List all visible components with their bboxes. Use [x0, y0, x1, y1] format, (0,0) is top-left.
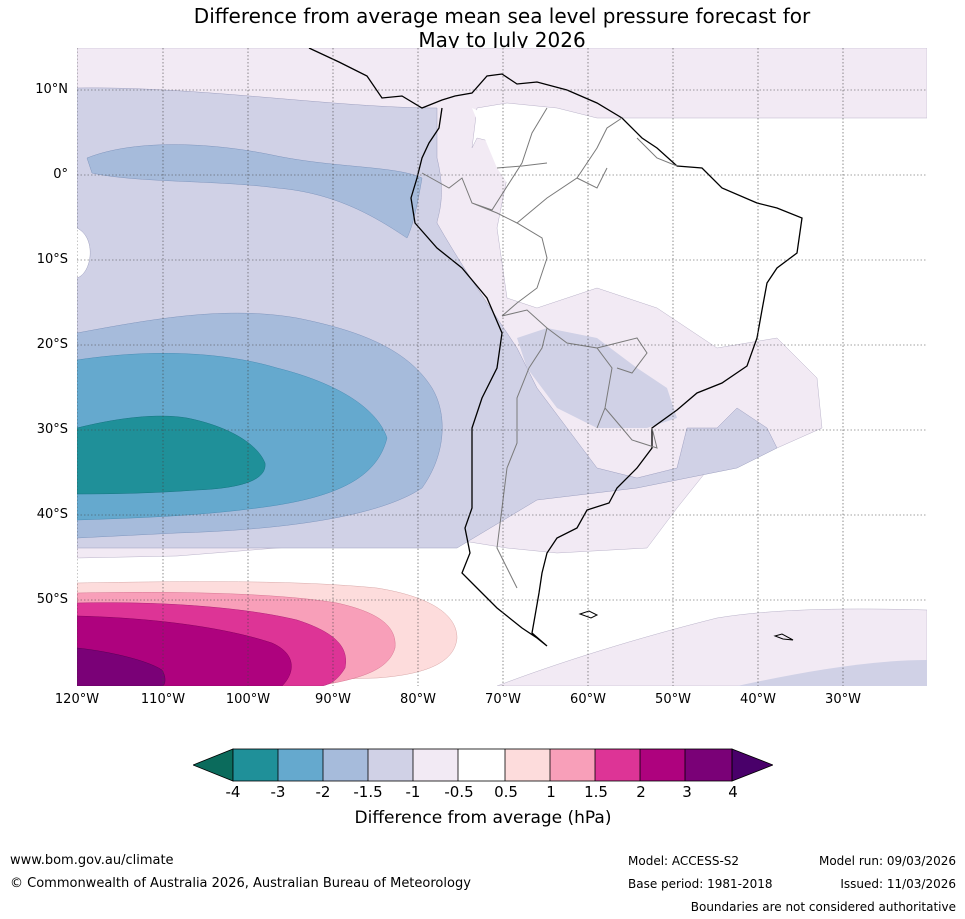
lon-label-40w: 40°W [740, 692, 776, 707]
contour-m15-south [737, 660, 927, 686]
colorbar-bin-m05 [458, 749, 505, 781]
map-canvas [77, 48, 927, 686]
colorbar-tick: -1 [405, 783, 421, 801]
colorbar-bin-p05 [505, 749, 550, 781]
contour-m1-south [496, 608, 927, 686]
coastline-south-america [308, 48, 803, 647]
lon-label-80w: 80°W [400, 692, 436, 707]
pressure-anomaly-map [77, 48, 927, 686]
footer-model-run: Model run: 09/03/2026 [818, 854, 956, 868]
colorbar-tick: -1.5 [353, 783, 383, 801]
lat-label-10s: 10°S [36, 252, 68, 267]
coastline-falklands [578, 610, 599, 619]
colorbar-tick: 1 [546, 783, 556, 801]
colorbar-tick: 1.5 [584, 783, 608, 801]
coastline-south-georgia [773, 633, 794, 641]
colorbar-bin-m15 [368, 749, 413, 781]
colorbar-bin-p2 [640, 749, 685, 781]
colorbar-tick: 3 [682, 783, 692, 801]
neutral-patch-amazon [472, 108, 797, 288]
lon-label-50w: 50°W [655, 692, 691, 707]
contour-m2-equatorial [86, 144, 423, 239]
map-title: Difference from average mean sea level p… [77, 4, 927, 52]
lon-label-90w: 90°W [315, 692, 351, 707]
colorbar-extend-low [191, 748, 234, 782]
colorbar-tick: -3 [270, 783, 286, 801]
lon-label-60w: 60°W [570, 692, 606, 707]
lat-label-30s: 30°S [36, 422, 68, 437]
graticule [77, 48, 927, 686]
footer-disclaimer: Boundaries are not considered authoritat… [690, 900, 956, 914]
lon-label-70w: 70°W [485, 692, 521, 707]
title-line-1: Difference from average mean sea level p… [193, 4, 811, 28]
colorbar-bin-p3 [685, 749, 732, 781]
colorbar-canvas [191, 748, 775, 782]
lon-label-120w: 120°W [54, 692, 100, 707]
colorbar [191, 748, 775, 782]
lat-label-10n: 10°N [35, 82, 68, 97]
national-borders [421, 107, 678, 589]
colorbar-bin-m3 [278, 749, 323, 781]
colorbar-tick: -2 [315, 783, 331, 801]
colorbar-label: Difference from average (hPa) [354, 808, 612, 828]
lat-label-50s: 50°S [36, 592, 68, 607]
colorbar-tick: -4 [225, 783, 241, 801]
colorbar-tick: 4 [728, 783, 738, 801]
lat-label-0: 0° [53, 167, 68, 182]
footer-base-period: Base period: 1981-2018 [628, 877, 773, 891]
lat-label-20s: 20°S [36, 337, 68, 352]
lon-label-30w: 30°W [825, 692, 861, 707]
colorbar-tick: 2 [636, 783, 646, 801]
colorbar-tick: 0.5 [494, 783, 518, 801]
colorbar-bin-p1 [550, 749, 595, 781]
contour-m15-interior [517, 328, 677, 428]
lon-label-110w: 110°W [140, 692, 186, 707]
colorbar-bin-p15 [595, 749, 640, 781]
footer-copyright: © Commonwealth of Australia 2026, Austra… [10, 876, 471, 891]
contour-m4 [77, 415, 266, 495]
colorbar-bin-m2 [323, 749, 368, 781]
lat-label-40s: 40°S [36, 507, 68, 522]
footer-model: Model: ACCESS-S2 [628, 854, 740, 868]
lon-label-100w: 100°W [225, 692, 271, 707]
colorbar-tick: -0.5 [444, 783, 474, 801]
footer-issued: Issued: 11/03/2026 [840, 877, 956, 891]
colorbar-bin-m4 [233, 749, 278, 781]
footer-website: www.bom.gov.au/climate [10, 853, 174, 868]
colorbar-bin-m1 [413, 749, 458, 781]
colorbar-extend-high [731, 748, 775, 782]
